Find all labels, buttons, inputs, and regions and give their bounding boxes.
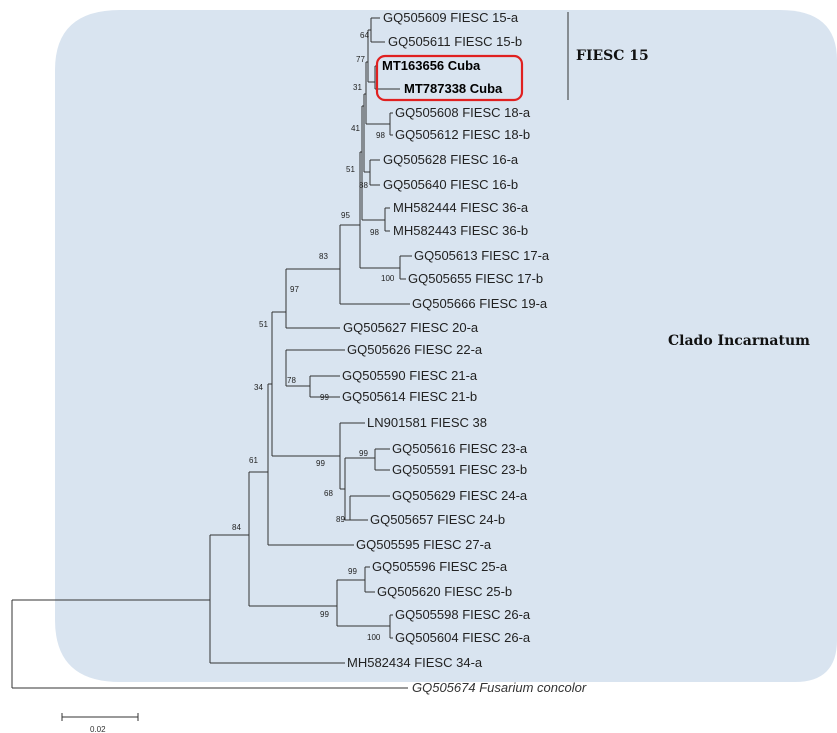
leaf-label: MH582443 FIESC 36-b xyxy=(393,223,528,238)
bootstrap-value: 61 xyxy=(249,456,258,465)
bootstrap-value: 89 xyxy=(336,515,345,524)
leaf-label: GQ505613 FIESC 17-a xyxy=(414,248,550,263)
bootstrap-value: 68 xyxy=(324,489,333,498)
leaf-label: MT787338 Cuba xyxy=(404,81,503,96)
bootstrap-value: 95 xyxy=(341,211,350,220)
leaf-label: GQ505609 FIESC 15-a xyxy=(383,10,519,25)
bootstrap-value: 51 xyxy=(259,320,268,329)
bootstrap-value: 99 xyxy=(316,459,325,468)
bootstrap-value: 51 xyxy=(346,165,355,174)
leaf-label: GQ505666 FIESC 19-a xyxy=(412,296,548,311)
bootstrap-value: 100 xyxy=(367,633,381,642)
clade-label-fiesc15: FIESC 15 xyxy=(576,48,649,64)
outgroup-label: GQ505674 Fusarium concolor xyxy=(412,680,587,695)
leaf-label: MH582444 FIESC 36-a xyxy=(393,200,529,215)
scale-bar: 0.02 xyxy=(61,713,139,733)
bootstrap-value: 97 xyxy=(290,285,299,294)
clade-incarnatum-highlight xyxy=(55,10,837,682)
leaf-label: LN901581 FIESC 38 xyxy=(367,415,487,430)
bootstrap-value: 41 xyxy=(351,124,360,133)
cuba-highlight-box xyxy=(375,54,524,102)
scale-bar-label: 0.02 xyxy=(90,725,106,733)
leaf-label: GQ505657 FIESC 24-b xyxy=(370,512,505,527)
bootstrap-values: 64 77 31 41 98 51 88 95 98 100 83 97 51 … xyxy=(232,31,395,642)
bootstrap-value: 98 xyxy=(376,131,385,140)
bootstrap-value: 99 xyxy=(320,393,329,402)
bootstrap-value: 99 xyxy=(320,610,329,619)
leaf-label: GQ505655 FIESC 17-b xyxy=(408,271,543,286)
leaf-label: GQ505611 FIESC 15-b xyxy=(388,34,522,49)
bootstrap-value: 64 xyxy=(360,31,369,40)
leaf-label: GQ505612 FIESC 18-b xyxy=(395,127,530,142)
leaf-label: GQ505598 FIESC 26-a xyxy=(395,607,531,622)
bootstrap-value: 77 xyxy=(356,55,365,64)
bootstrap-value: 31 xyxy=(353,83,362,92)
leaf-label: GQ505629 FIESC 24-a xyxy=(392,488,528,503)
leaf-label: GQ505628 FIESC 16-a xyxy=(383,152,519,167)
leaf-label: GQ505604 FIESC 26-a xyxy=(395,630,531,645)
leaf-label: GQ505616 FIESC 23-a xyxy=(392,441,528,456)
bootstrap-value: 83 xyxy=(319,252,328,261)
bootstrap-value: 99 xyxy=(348,567,357,576)
bootstrap-value: 34 xyxy=(254,383,263,392)
leaf-label: MT163656 Cuba xyxy=(382,58,481,73)
clade-label-incarnatum: Clado Incarnatum xyxy=(668,333,810,349)
bootstrap-value: 98 xyxy=(370,228,379,237)
bootstrap-value: 100 xyxy=(381,274,395,283)
leaf-labels: GQ505609 FIESC 15-a GQ505611 FIESC 15-b … xyxy=(342,10,587,695)
bootstrap-value: 99 xyxy=(359,449,368,458)
leaf-label: GQ505595 FIESC 27-a xyxy=(356,537,492,552)
leaf-label: GQ505626 FIESC 22-a xyxy=(347,342,483,357)
leaf-label: GQ505591 FIESC 23-b xyxy=(392,462,527,477)
bootstrap-value: 84 xyxy=(232,523,241,532)
leaf-label: GQ505640 FIESC 16-b xyxy=(383,177,518,192)
leaf-label: GQ505608 FIESC 18-a xyxy=(395,105,531,120)
leaf-label: GQ505590 FIESC 21-a xyxy=(342,368,478,383)
leaf-label: MH582434 FIESC 34-a xyxy=(347,655,483,670)
leaf-label: GQ505596 FIESC 25-a xyxy=(372,559,508,574)
leaf-label: GQ505614 FIESC 21-b xyxy=(342,389,477,404)
bootstrap-value: 88 xyxy=(359,181,368,190)
leaf-label: GQ505620 FIESC 25-b xyxy=(377,584,512,599)
leaf-label: GQ505627 FIESC 20-a xyxy=(343,320,479,335)
bootstrap-value: 78 xyxy=(287,376,296,385)
tree-branches xyxy=(11,17,412,689)
